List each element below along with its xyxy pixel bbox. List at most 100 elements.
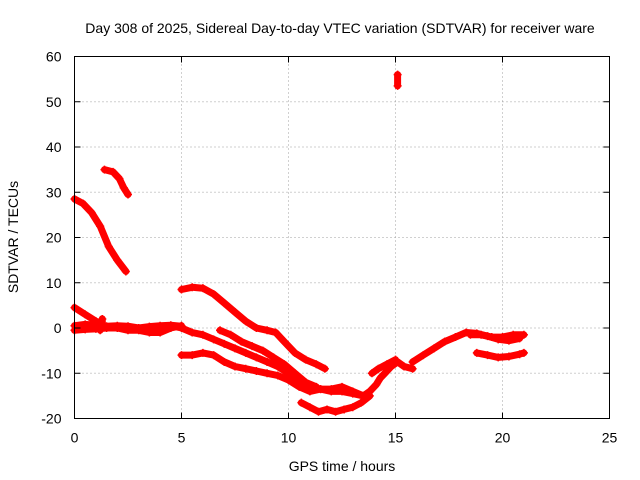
data-point-marker <box>297 398 306 407</box>
data-point-marker <box>290 369 299 378</box>
y-tick-label: 10 <box>46 275 62 291</box>
data-point-marker <box>504 352 513 361</box>
data-point-marker <box>96 222 105 231</box>
data-point-marker <box>198 348 207 357</box>
data-point-marker <box>98 314 107 323</box>
data-point-marker <box>348 403 357 412</box>
data-point-marker <box>340 405 349 414</box>
y-tick-label: 20 <box>46 230 62 246</box>
data-point-marker <box>209 335 218 344</box>
y-axis-label: SDTVAR / TECUs <box>5 181 21 293</box>
data-point-marker <box>166 321 175 330</box>
data-point-marker <box>374 364 383 373</box>
data-point-marker <box>367 369 376 378</box>
data-point-marker <box>515 350 524 359</box>
data-point-marker <box>263 326 272 335</box>
data-point-marker <box>109 167 118 176</box>
data-point-marker <box>198 284 207 293</box>
data-point-marker <box>156 328 165 337</box>
data-point-marker <box>348 387 357 396</box>
data-point-marker <box>376 373 385 382</box>
data-point-marker <box>430 344 439 353</box>
data-point-marker <box>472 348 481 357</box>
data-point-marker <box>188 328 197 337</box>
x-tick-label: 5 <box>178 430 186 446</box>
data-point-marker <box>400 362 409 371</box>
x-tick-label: 25 <box>602 430 618 446</box>
data-point-marker <box>280 337 289 346</box>
data-point-marker <box>81 310 90 319</box>
data-point-marker <box>365 387 374 396</box>
data-point-marker <box>252 353 261 362</box>
data-point-marker <box>519 348 528 357</box>
series-band <box>368 356 399 377</box>
data-point-marker <box>440 337 449 346</box>
data-point-marker <box>357 398 366 407</box>
data-point-marker <box>79 199 88 208</box>
y-tick-label: 30 <box>46 184 62 200</box>
axis-ticks: 0 5 10 15 20 25 -20 -10 0 10 20 30 40 50 60 <box>41 49 617 446</box>
data-point-marker <box>494 353 503 362</box>
data-point-marker <box>408 357 417 366</box>
data-point-marker <box>220 357 229 366</box>
data-point-marker <box>231 344 239 353</box>
data-point-marker <box>124 190 132 199</box>
plot-series <box>70 70 528 416</box>
data-point-marker <box>487 333 496 342</box>
data-point-marker <box>280 360 289 369</box>
data-point-marker <box>269 353 278 362</box>
series-arc-15 <box>466 330 528 342</box>
data-point-marker <box>393 70 402 79</box>
data-point-marker <box>156 321 165 330</box>
data-point-marker <box>290 348 299 357</box>
y-tick-label: 50 <box>46 94 62 110</box>
data-point-marker <box>509 330 518 339</box>
data-point-marker <box>252 324 261 332</box>
data-point-marker <box>393 81 402 90</box>
data-point-marker <box>498 333 507 342</box>
data-point-marker <box>248 342 257 351</box>
data-point-marker <box>391 355 400 364</box>
data-point-marker <box>263 357 272 366</box>
data-point-marker <box>284 376 293 385</box>
data-point-marker <box>220 339 229 348</box>
data-point-marker <box>305 387 314 396</box>
data-point-marker <box>241 364 250 373</box>
series-arc-13 <box>393 70 402 90</box>
data-point-marker <box>271 328 280 337</box>
data-point-marker <box>305 403 314 412</box>
data-point-marker <box>312 360 321 369</box>
x-tick-label: 20 <box>495 430 511 446</box>
data-point-marker <box>295 382 304 391</box>
data-point-marker <box>483 351 492 360</box>
data-point-marker <box>382 360 391 369</box>
data-point-marker <box>301 355 310 364</box>
data-point-marker <box>323 405 332 414</box>
data-point-marker <box>372 380 381 389</box>
data-point-marker <box>113 324 122 332</box>
data-point-marker <box>177 324 186 332</box>
data-point-marker <box>102 324 111 332</box>
data-point-marker <box>216 326 225 335</box>
y-tick-label: 60 <box>46 49 62 65</box>
series-band <box>101 166 132 198</box>
data-point-marker <box>119 183 128 192</box>
series-band <box>216 326 320 391</box>
data-point-marker <box>252 366 261 375</box>
series-arc-10 <box>297 391 374 416</box>
x-tick-label: 10 <box>281 430 297 446</box>
data-point-marker <box>237 337 246 346</box>
data-point-marker <box>258 346 267 355</box>
data-point-marker <box>451 333 460 342</box>
x-tick-label: 15 <box>388 430 404 446</box>
data-point-marker <box>273 371 282 380</box>
data-point-marker <box>466 330 475 339</box>
y-tick-label: 0 <box>54 320 62 336</box>
data-point-marker <box>226 330 235 339</box>
data-point-marker <box>177 351 186 360</box>
data-point-marker <box>316 385 325 394</box>
data-point-marker <box>177 285 186 294</box>
data-point-marker <box>231 308 239 317</box>
x-axis-label: GPS time / hours <box>289 458 396 474</box>
data-point-marker <box>263 369 272 378</box>
